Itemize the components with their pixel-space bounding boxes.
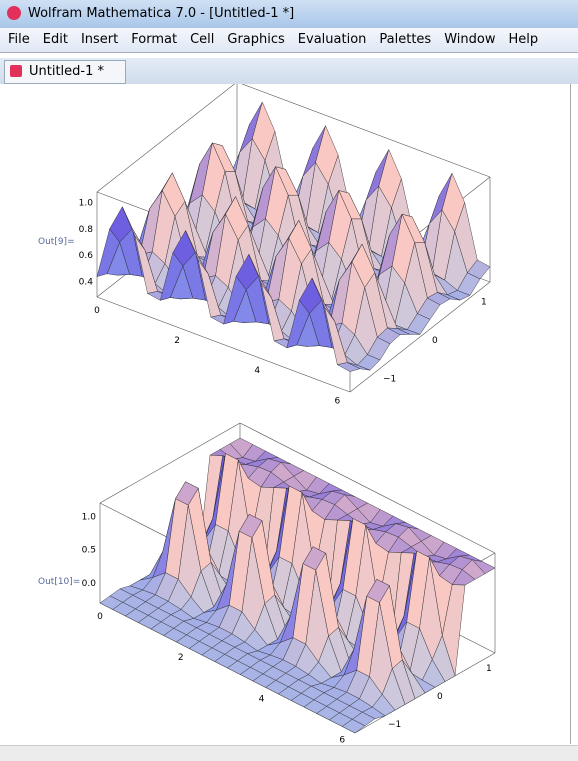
y-tick-label: 1 bbox=[486, 664, 492, 674]
x-tick-label: 0 bbox=[97, 612, 103, 622]
menu-item[interactable]: Graphics bbox=[227, 32, 285, 47]
x-tick-label: 2 bbox=[178, 653, 184, 663]
menu-item[interactable]: Help bbox=[508, 32, 539, 47]
z-tick-label: 0.5 bbox=[82, 546, 96, 556]
y-tick-label: 0 bbox=[437, 692, 443, 702]
y-tick-label: −1 bbox=[388, 720, 401, 730]
window-title: Wolfram Mathematica 7.0 - [Untitled-1 *] bbox=[28, 6, 295, 21]
box-edge bbox=[99, 422, 241, 504]
menu-item[interactable]: Edit bbox=[42, 32, 68, 47]
output-label: Out[9]= bbox=[38, 237, 75, 247]
menu-bar: File Edit Insert Format Cell Graphics Evaluati… bbox=[0, 28, 578, 53]
z-tick-label: 0.8 bbox=[79, 225, 94, 235]
z-tick-label: 0.4 bbox=[79, 277, 94, 287]
y-tick-label: −1 bbox=[383, 375, 396, 385]
menu-item[interactable]: Cell bbox=[190, 32, 215, 47]
status-bar bbox=[0, 745, 578, 761]
x-tick-label: 4 bbox=[259, 694, 265, 704]
surface-patch bbox=[341, 719, 366, 734]
box-edge bbox=[96, 296, 351, 393]
y-tick-label: 0 bbox=[432, 336, 438, 346]
box-edge bbox=[236, 81, 491, 178]
y-tick-label: 1 bbox=[481, 298, 487, 308]
menu-item[interactable]: Window bbox=[444, 32, 496, 47]
z-tick-label: 0.6 bbox=[79, 251, 94, 261]
x-tick-label: 0 bbox=[94, 306, 100, 316]
notebook: Out[9]= 1.0 0.8 0.6 0.4 0 2 4 6 1 0 −1 Out[10]= 1.0 0.… bbox=[0, 81, 571, 746]
tab-icon bbox=[10, 65, 22, 77]
app-icon bbox=[7, 6, 21, 20]
output-label: Out[10]= bbox=[38, 577, 80, 587]
notebook-tab[interactable]: Untitled-1 * bbox=[4, 60, 126, 84]
x-tick-label: 4 bbox=[254, 366, 260, 376]
box-edge bbox=[349, 281, 491, 393]
menu-item[interactable]: Format bbox=[131, 32, 178, 47]
menu-item[interactable]: Insert bbox=[80, 32, 119, 47]
plots: Out[9]= 1.0 0.8 0.6 0.4 0 2 4 6 1 0 −1 Out[10]= 1.0 0.… bbox=[38, 81, 496, 746]
z-tick-label: 0.0 bbox=[82, 579, 97, 589]
x-tick-label: 2 bbox=[174, 336, 180, 346]
x-tick-label: 6 bbox=[334, 396, 340, 406]
title-bar: Wolfram Mathematica 7.0 - [Untitled-1 *] bbox=[0, 0, 578, 28]
z-tick-label: 1.0 bbox=[79, 199, 94, 209]
x-tick-label: 6 bbox=[339, 736, 345, 745]
z-tick-label: 1.0 bbox=[82, 512, 97, 522]
box-edge bbox=[96, 81, 238, 193]
surface-patch bbox=[336, 362, 361, 372]
menu-item[interactable]: File bbox=[8, 32, 30, 47]
box-edge bbox=[239, 422, 496, 554]
tab-row: Untitled-1 * bbox=[0, 58, 578, 84]
menu-item[interactable]: Evaluation bbox=[297, 32, 367, 47]
menu-item[interactable]: Palettes bbox=[379, 32, 432, 47]
tab-title: Untitled-1 * bbox=[29, 64, 105, 79]
